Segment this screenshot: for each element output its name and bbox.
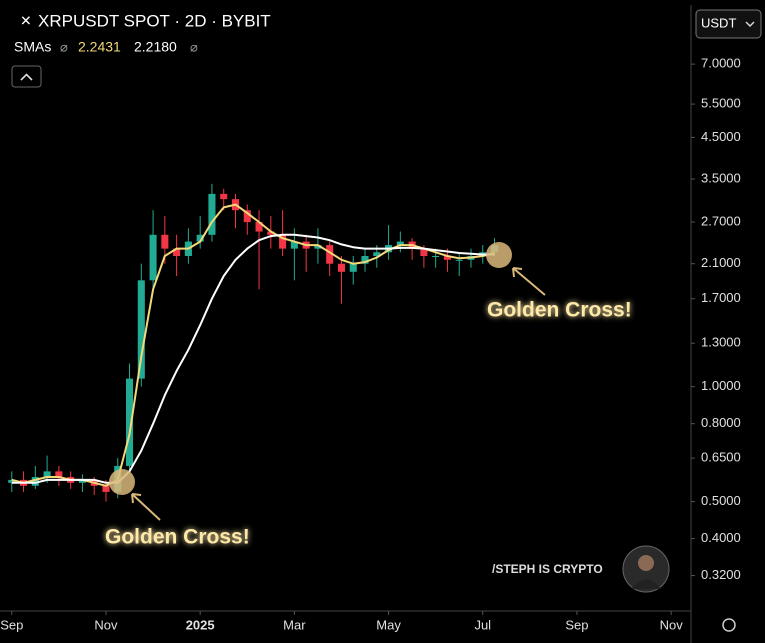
- y-tick-label: 1.0000: [701, 378, 741, 393]
- candle-body: [243, 210, 251, 223]
- candle-body: [125, 378, 134, 466]
- candle-body: [314, 245, 322, 249]
- x-tick-label: Sep: [565, 617, 588, 632]
- currency-label: USDT: [701, 15, 736, 30]
- y-tick-label: 4.5000: [701, 129, 741, 144]
- candle-body: [432, 255, 440, 257]
- candle-body: [173, 248, 181, 256]
- candle-body: [43, 471, 51, 477]
- watermark: /STEPH IS CRYPTO: [492, 562, 603, 576]
- candle-body: [337, 263, 345, 272]
- candle-body: [31, 476, 39, 486]
- chart-title: XRPUSDT SPOT · 2D · BYBIT: [38, 11, 271, 30]
- x-tick-label: Jul: [474, 617, 491, 632]
- y-tick-label: 1.7000: [701, 290, 741, 305]
- plot: [8, 183, 499, 502]
- settings-button[interactable]: [722, 618, 736, 632]
- candle-body: [267, 231, 275, 235]
- candle-body: [443, 255, 451, 260]
- highlight-circle: [486, 242, 512, 268]
- y-tick-label: 2.7000: [701, 213, 741, 228]
- annotation: Golden Cross!: [487, 299, 632, 322]
- indicator-value: 2.2180: [134, 39, 177, 55]
- x-tick-label: Nov: [94, 617, 118, 632]
- visibility-icon[interactable]: ⌀: [60, 39, 68, 54]
- plot-area: [0, 5, 690, 610]
- arrow: [131, 493, 161, 521]
- collapse-button[interactable]: [11, 65, 42, 88]
- candle-body: [373, 252, 381, 256]
- y-tick-label: 7.0000: [701, 56, 741, 71]
- candle-body: [8, 479, 16, 483]
- y-tick-label: 0.4000: [701, 530, 741, 545]
- candle-body: [220, 193, 228, 200]
- candle-body: [361, 255, 369, 264]
- symbol-icon: ✕: [20, 13, 32, 29]
- sma-line: [11, 233, 495, 484]
- currency-dropdown[interactable]: [695, 9, 762, 39]
- candle-body: [78, 479, 86, 483]
- candle-body: [279, 234, 287, 249]
- annotation: Golden Cross!: [105, 526, 250, 549]
- y-tick-label: 2.1000: [701, 255, 741, 270]
- candle-body: [102, 485, 110, 492]
- candle-body: [208, 193, 216, 235]
- candle-body: [55, 471, 63, 477]
- candle-body: [396, 241, 404, 246]
- y-tick-label: 0.8000: [701, 415, 741, 430]
- candle-body: [149, 234, 157, 281]
- highlight-circle: [109, 469, 135, 495]
- y-tick-label: 0.5000: [701, 493, 741, 508]
- candle-body: [161, 234, 169, 249]
- x-tick-label: May: [376, 617, 401, 632]
- y-tick-label: 3.5000: [701, 170, 741, 185]
- y-tick-label: 5.5000: [701, 96, 741, 111]
- candle-body: [290, 241, 298, 249]
- y-tick-label: 0.6500: [701, 450, 741, 465]
- y-tick-label: 0.3200: [701, 567, 741, 582]
- y-tick-label: 1.3000: [701, 335, 741, 350]
- candle-body: [326, 245, 334, 264]
- candle-body: [196, 234, 204, 242]
- candle-body: [420, 248, 428, 256]
- x-tick-label: Sep: [0, 617, 23, 632]
- candle-body: [349, 263, 357, 272]
- indicator-value: 2.2431: [78, 39, 121, 55]
- avatar-face: [638, 555, 654, 571]
- x-tick-label: Mar: [283, 617, 306, 632]
- avatar-body: [631, 579, 661, 589]
- dropdown-arrow: [745, 21, 755, 27]
- sma-line: [11, 203, 495, 487]
- candle-body: [455, 259, 463, 261]
- arrow: [512, 267, 546, 296]
- x-tick-label: 2025: [186, 617, 215, 632]
- settings-icon[interactable]: ⌀: [190, 39, 198, 54]
- candle-body: [255, 222, 263, 232]
- x-tick-label: Nov: [660, 617, 684, 632]
- indicator-label: SMAs: [14, 39, 51, 55]
- candle-body: [137, 280, 145, 379]
- collapse-icon: [20, 73, 33, 81]
